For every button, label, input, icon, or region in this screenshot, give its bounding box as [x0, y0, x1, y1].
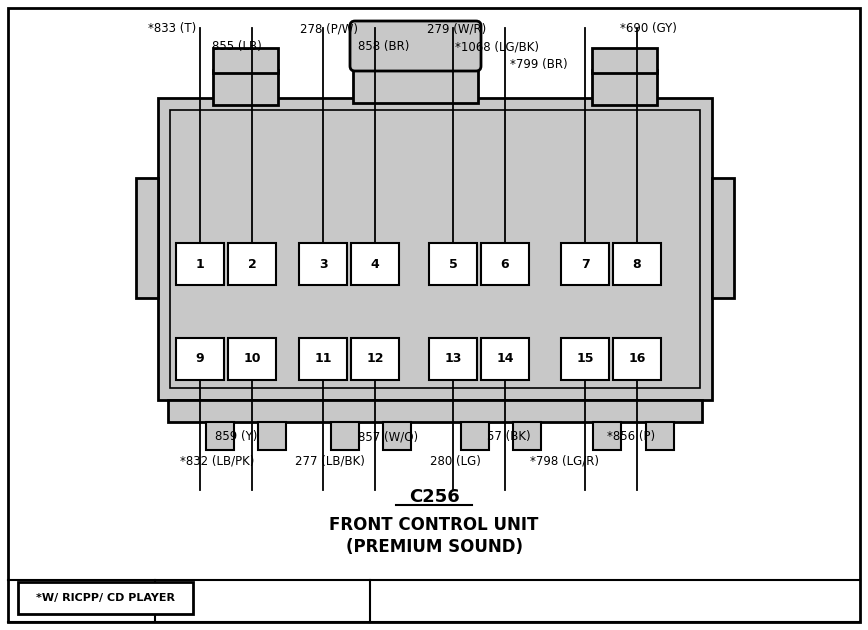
Bar — [299, 338, 347, 380]
Text: 859 (Y): 859 (Y) — [215, 430, 258, 443]
Bar — [383, 422, 411, 450]
Text: *833 (T): *833 (T) — [148, 22, 196, 35]
Bar — [613, 338, 661, 380]
Text: *856 (P): *856 (P) — [607, 430, 655, 443]
Text: 2: 2 — [247, 258, 256, 270]
Bar — [646, 422, 674, 450]
Bar — [712, 178, 734, 298]
Bar — [513, 422, 541, 450]
Text: *W/ RICPP/ CD PLAYER: *W/ RICPP/ CD PLAYER — [36, 593, 175, 603]
Bar — [592, 48, 657, 73]
Bar — [461, 422, 489, 450]
Bar — [228, 338, 276, 380]
Bar — [613, 243, 661, 285]
Text: 9: 9 — [195, 353, 204, 365]
Text: 57 (BK): 57 (BK) — [487, 430, 530, 443]
Text: *799 (BR): *799 (BR) — [510, 58, 568, 71]
Bar — [228, 243, 276, 285]
Text: 1: 1 — [195, 258, 204, 270]
Text: *832 (LB/PK): *832 (LB/PK) — [180, 455, 254, 468]
Bar — [299, 243, 347, 285]
Text: 279 (W/R): 279 (W/R) — [427, 22, 486, 35]
Bar — [170, 110, 700, 388]
Text: 3: 3 — [319, 258, 327, 270]
Bar — [158, 98, 712, 400]
Text: 858 (BR): 858 (BR) — [358, 40, 410, 53]
Bar — [481, 338, 529, 380]
Text: 16: 16 — [628, 353, 646, 365]
Bar — [176, 338, 224, 380]
Bar — [213, 70, 278, 105]
Text: 15: 15 — [576, 353, 594, 365]
Bar — [168, 400, 702, 422]
Bar — [351, 338, 399, 380]
Bar — [176, 243, 224, 285]
Text: 10: 10 — [243, 353, 260, 365]
Text: 857 (W/O): 857 (W/O) — [358, 430, 418, 443]
Text: 278 (P/W): 278 (P/W) — [300, 22, 358, 35]
FancyBboxPatch shape — [350, 21, 481, 71]
Bar — [592, 70, 657, 105]
Text: 12: 12 — [366, 353, 384, 365]
Bar — [429, 243, 477, 285]
Text: 7: 7 — [581, 258, 589, 270]
Text: 13: 13 — [444, 353, 462, 365]
Text: FRONT CONTROL UNIT: FRONT CONTROL UNIT — [329, 516, 539, 534]
Bar — [331, 422, 359, 450]
Bar — [593, 422, 621, 450]
Text: (PREMIUM SOUND): (PREMIUM SOUND) — [345, 538, 523, 556]
Bar — [18, 582, 193, 614]
Text: *798 (LG/R): *798 (LG/R) — [530, 455, 599, 468]
Text: 5: 5 — [449, 258, 457, 270]
Text: 14: 14 — [496, 353, 514, 365]
Text: 8: 8 — [633, 258, 641, 270]
Bar — [213, 48, 278, 73]
Text: C256: C256 — [409, 488, 459, 506]
Bar — [353, 28, 478, 103]
Text: 4: 4 — [371, 258, 379, 270]
Text: 6: 6 — [501, 258, 510, 270]
Text: 277 (LB/BK): 277 (LB/BK) — [295, 455, 365, 468]
Text: 855 (LB): 855 (LB) — [212, 40, 262, 53]
Bar — [351, 243, 399, 285]
Bar — [429, 338, 477, 380]
Bar — [561, 243, 609, 285]
Text: 280 (LG): 280 (LG) — [430, 455, 481, 468]
Text: *690 (GY): *690 (GY) — [620, 22, 677, 35]
Bar — [561, 338, 609, 380]
Bar — [258, 422, 286, 450]
Text: 11: 11 — [314, 353, 332, 365]
Bar — [481, 243, 529, 285]
Bar — [136, 178, 158, 298]
Text: *1068 (LG/BK): *1068 (LG/BK) — [455, 40, 539, 53]
Bar — [206, 422, 234, 450]
